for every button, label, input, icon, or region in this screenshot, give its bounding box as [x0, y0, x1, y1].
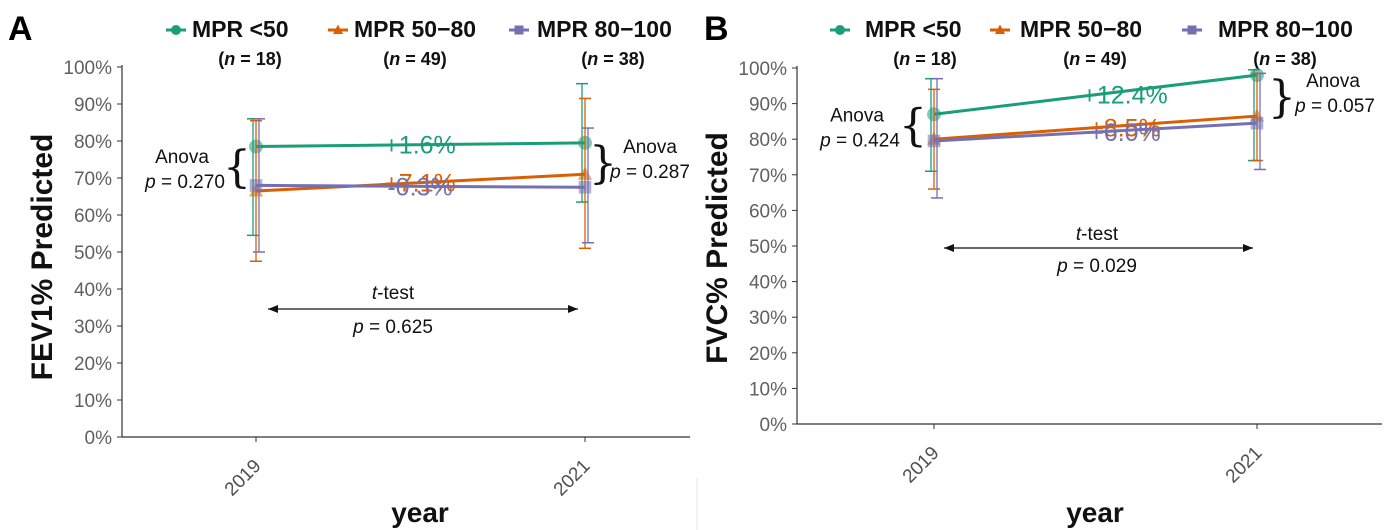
- panel-b-y-tick-label: 60%: [749, 201, 787, 222]
- panel-b-ttest-label: t-test: [1076, 224, 1119, 245]
- panel-b-legend-label-mpr-50-80: MPR 50−80: [1020, 16, 1142, 42]
- panel-a-y-tick-label: 30%: [74, 317, 112, 338]
- panel-a-ttest-arrowhead-left: [268, 305, 278, 313]
- panel-a-legend-key-circle: [171, 25, 181, 35]
- panel-a-series-line-mpr-80-100: [255, 183, 586, 189]
- panel-b-y-tick-label: 40%: [749, 273, 787, 294]
- panel-a-y-tick-label: 0%: [85, 428, 113, 449]
- panel-a-point-mpr-80-100: [249, 179, 263, 192]
- panel-b-anova-right-brace: }: [1268, 72, 1296, 123]
- panel-a-legend-key-triangle: [333, 24, 343, 34]
- panel-a-legend: MPR <50 (n = 18) MPR 50−80 (n = 49) MPR 80−1…: [166, 16, 672, 69]
- panel-b-y-tick-label: 50%: [749, 237, 787, 258]
- panel-a-legend-label-mpr-50: MPR <50: [192, 16, 289, 42]
- panel-b-x-tick-label: 2021: [1222, 443, 1267, 488]
- panel-b-anova-right-label: Anova: [1306, 71, 1360, 92]
- panel-a-annotations: { Anova p = 0.270} Anova p = 0.287 t-test p = …: [144, 137, 690, 338]
- panel-b-point-mpr-80-100: [927, 134, 941, 148]
- panel-a-legend-n-mpr-50-80: (n = 49): [383, 49, 447, 69]
- panel-a-y-tick-label: 90%: [74, 95, 112, 116]
- panel-a-legend-n-mpr-50: (n = 18): [218, 49, 282, 69]
- panel-a-series-line-mpr-50-80: [255, 172, 586, 193]
- panel-a-y-tick-label: 80%: [74, 132, 112, 153]
- panel-a-y-tick-label: 20%: [74, 354, 112, 375]
- panel-b-x-axis-label: year: [1066, 497, 1124, 528]
- panel-b-y-tick-label: 10%: [749, 379, 787, 400]
- panel-a-series: +1.6% +7.1%-0.3%: [247, 82, 594, 262]
- panel-b-series-line-mpr-50-80: [933, 114, 1258, 141]
- panel-b-x-tick-label: 2019: [899, 443, 944, 488]
- panel-b-anova-left-p: p = 0.424: [819, 131, 900, 152]
- panel-b-ttest-p: p = 0.029: [1056, 256, 1137, 277]
- panel-a-ttest-arrowhead-right: [568, 305, 578, 313]
- panel-b-ttest-arrowhead-left: [944, 244, 954, 252]
- panel-a-change-label-mpr-50-80: +7.1%: [384, 170, 456, 198]
- panel-b-series-line-mpr-50: [933, 73, 1258, 116]
- panel-a-change-label-mpr-80-100: -0.3%: [387, 173, 452, 201]
- panel-letter-b: B: [704, 10, 729, 48]
- panel-a-y-tick-label: 70%: [74, 169, 112, 190]
- panel-b-legend-n-mpr-50-80: (n = 49): [1063, 49, 1127, 69]
- panel-b: B FVC% Predicted year 0% 10% 20% 30% 40% 50% 6…: [701, 10, 1382, 528]
- panel-a-x-axis-label: year: [391, 497, 449, 528]
- panel-b-legend-key-square: [1187, 25, 1197, 35]
- panel-a-y-tick-label: 10%: [74, 391, 112, 412]
- panel-b-legend-label-mpr-80-100: MPR 80−100: [1218, 16, 1353, 42]
- panel-b-y-axis-label: FVC% Predicted: [701, 132, 734, 364]
- panel-a-y-tick-label: 100%: [63, 58, 112, 79]
- panel-a-axes: 0% 10% 20% 30% 40% 50% 60% 70% 80% 90% 100% 2019 202…: [63, 58, 690, 500]
- panel-a-anova-left-brace: {: [223, 142, 251, 193]
- panel-a-legend-key-square: [514, 25, 524, 35]
- panel-a-y-tick-label: 50%: [74, 243, 112, 264]
- panel-a-series-line-mpr-50: [255, 141, 586, 149]
- panel-a-y-axis-label: FEV1% Predicted: [26, 134, 59, 381]
- panel-b-series: +12.4%+8.5%+6.0%: [925, 68, 1266, 199]
- panel-b-change-label-mpr-50: +12.4%: [1082, 82, 1168, 110]
- panel-b-y-tick-label: 80%: [749, 130, 787, 151]
- panel-a-x-tick-label: 2019: [221, 456, 266, 501]
- panel-a-legend-n-mpr-80-100: (n = 38): [581, 49, 645, 69]
- panel-a-legend-label-mpr-80-100: MPR 80−100: [537, 16, 672, 42]
- panel-b-y-tick-label: 20%: [749, 344, 787, 365]
- panel-a-legend-label-mpr-50-80: MPR 50−80: [354, 16, 476, 42]
- panel-b-y-tick-label: 30%: [749, 308, 787, 329]
- panel-a-anova-right-label: Anova: [623, 137, 677, 158]
- panel-b-change-label-mpr-80-100: +6.0%: [1089, 119, 1161, 147]
- panel-a-ttest-label: t-test: [372, 283, 415, 304]
- panel-b-annotations: { Anova p = 0.424} Anova p = 0.057 t-test p = …: [819, 71, 1375, 277]
- panel-a-y-tick-label: 60%: [74, 206, 112, 227]
- panel-b-legend-key-circle: [835, 25, 845, 35]
- panel-b-legend-n-mpr-80-100: (n = 38): [1253, 49, 1317, 69]
- panel-b-point-mpr-80-100: [1250, 116, 1264, 130]
- panel-b-legend-label-mpr-50: MPR <50: [865, 16, 962, 42]
- panel-b-series-line-mpr-80-100: [933, 121, 1258, 143]
- panel-a-anova-right-brace: }: [589, 138, 617, 189]
- panel-a-ttest-p: p = 0.625: [352, 317, 433, 338]
- panel-letter-a: A: [8, 10, 33, 48]
- panel-b-y-tick-label: 100%: [738, 59, 787, 80]
- panel-a-y-tick-label: 40%: [74, 280, 112, 301]
- panel-b-anova-left-brace: {: [899, 101, 927, 152]
- panel-a-anova-left-label: Anova: [155, 147, 209, 168]
- panel-a-x-tick-label: 2021: [550, 456, 595, 501]
- panel-b-legend: MPR <50 (n = 18) MPR 50−80 (n = 49) MPR 80−1…: [830, 16, 1353, 69]
- panel-a-anova-right-p: p = 0.287: [609, 162, 690, 183]
- panel-a-change-label-mpr-50: +1.6%: [384, 132, 456, 160]
- panel-b-y-tick-label: 70%: [749, 166, 787, 187]
- panel-b-legend-n-mpr-50: (n = 18): [893, 49, 957, 69]
- panel-b-y-tick-label: 90%: [749, 95, 787, 116]
- panel-b-ttest-arrowhead-right: [1243, 244, 1253, 252]
- panel-b-anova-right-p: p = 0.057: [1294, 96, 1375, 117]
- panel-b-legend-key-triangle: [995, 24, 1005, 34]
- panel-a-point-mpr-80-100: [578, 180, 592, 194]
- panel-a: A FEV1% Predicted year 0% 10% 20% 30% 40% 50%…: [8, 10, 690, 528]
- panel-b-y-tick-label: 0%: [760, 415, 788, 436]
- panel-a-anova-left-p: p = 0.270: [144, 172, 225, 193]
- panel-b-anova-left-label: Anova: [830, 106, 884, 127]
